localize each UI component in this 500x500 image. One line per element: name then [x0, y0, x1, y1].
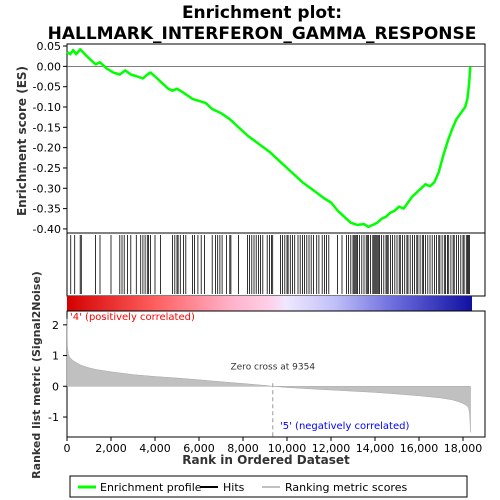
negative-correlation-label: '5' (negatively correlated) — [280, 421, 409, 432]
legend-label-hits: Hits — [223, 481, 245, 494]
es-y-tick-label: -0.40 — [33, 223, 61, 236]
metric-y-axis-label: Ranked list metric (Signal2Noise) — [30, 271, 43, 479]
positive-correlation-label: '4' (positively correlated) — [70, 312, 195, 323]
es-y-axis: 0.05 0.00 -0.05 -0.10 -0.15 -0.20 -0.25 -0.30 -0… — [33, 40, 67, 236]
es-y-tick-label: -0.10 — [33, 101, 61, 114]
metric-x-tick-label: 2,000 — [95, 442, 127, 455]
metric-x-tick-label: 10,000 — [268, 442, 307, 455]
es-y-tick-label: -0.25 — [33, 162, 61, 175]
es-y-tick-label: -0.20 — [33, 142, 61, 155]
metric-x-axis-label: Rank in Ordered Dataset — [182, 453, 350, 467]
metric-x-tick-label: 0 — [64, 442, 71, 455]
es-y-tick-label: -0.35 — [33, 203, 61, 216]
enrichment-profile-line — [66, 48, 472, 229]
es-y-tick-label: 0.00 — [37, 60, 62, 73]
ranking-metric-area — [66, 318, 471, 433]
metric-x-tick-label: 16,000 — [400, 442, 439, 455]
metric-y-axis: 2 1 0 -1 — [48, 319, 67, 424]
metric-x-tick-label: 14,000 — [356, 442, 395, 455]
metric-y-tick-label: -1 — [48, 411, 59, 424]
rank-color-bar — [67, 296, 472, 311]
metric-x-tick-label: 12,000 — [312, 442, 351, 455]
hits-marks — [70, 235, 471, 294]
es-y-tick-label: -0.30 — [33, 182, 61, 195]
legend-label-ranking: Ranking metric scores — [285, 481, 407, 494]
metric-x-tick-label: 18,000 — [444, 442, 483, 455]
metric-y-tick-label: 0 — [52, 380, 59, 393]
zero-cross-label: Zero cross at 9354 — [230, 362, 315, 372]
metric-y-tick-label: 2 — [52, 319, 59, 332]
chart-title-line-1: Enrichment plot: — [182, 3, 342, 23]
metric-x-tick-label: 4,000 — [139, 442, 171, 455]
es-y-tick-label: -0.15 — [33, 121, 61, 134]
legend-label-enrichment: Enrichment profile — [100, 481, 202, 494]
es-y-axis-label: Enrichment score (ES) — [15, 66, 29, 216]
metric-y-tick-label: 1 — [52, 350, 59, 363]
metric-x-tick-label: 8,000 — [227, 442, 259, 455]
metric-x-axis: 0 2,000 4,000 6,000 8,000 10,000 12,000 14,000 1… — [64, 437, 483, 455]
es-y-tick-label: 0.05 — [37, 40, 62, 53]
es-y-tick-label: -0.05 — [33, 81, 61, 94]
metric-x-tick-label: 6,000 — [183, 442, 215, 455]
chart-title-line-2: HALLMARK_INTERFERON_GAMMA_RESPONSE — [48, 24, 477, 44]
